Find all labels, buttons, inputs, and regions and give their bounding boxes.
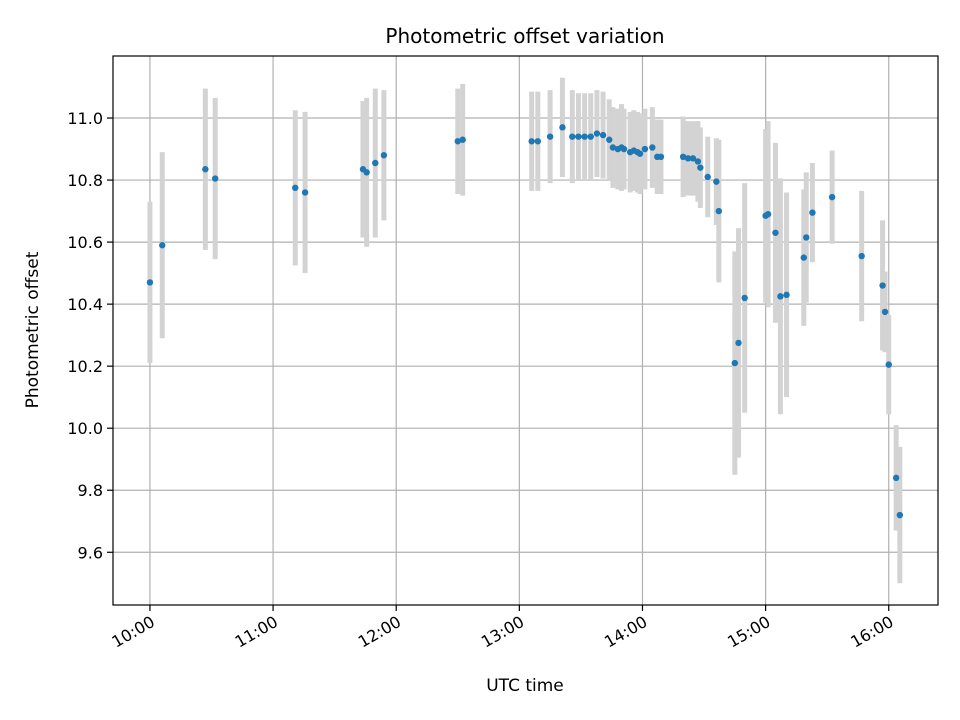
data-point <box>380 152 388 159</box>
data-point <box>146 279 154 286</box>
data-point <box>881 308 889 316</box>
y-tick-label: 9.8 <box>78 481 103 500</box>
chart-title: Photometric offset variation <box>385 24 664 48</box>
data-point <box>528 138 535 145</box>
data-point <box>828 193 836 201</box>
data-point <box>587 133 594 140</box>
data-point <box>684 155 692 162</box>
y-axis-title: Photometric offset <box>23 251 43 408</box>
data-point <box>892 474 900 482</box>
data-point <box>764 210 772 218</box>
y-tick-label: 10.2 <box>67 357 103 376</box>
y-axis-ticks: 9.6 9.8 10.0 10.2 10.4 10.6 10.8 11.0 <box>67 109 113 562</box>
data-point <box>292 184 299 192</box>
data-point <box>731 359 739 367</box>
data-point <box>159 242 166 249</box>
data-point <box>885 361 892 368</box>
y-tick-label: 11.0 <box>67 109 103 128</box>
x-axis-title: UTC time <box>486 676 564 696</box>
data-points <box>146 124 904 519</box>
data-point <box>735 339 742 347</box>
data-point <box>363 169 370 176</box>
plot-frame <box>112 55 939 606</box>
y-tick-label: 10.6 <box>67 233 103 252</box>
data-point <box>694 158 702 165</box>
data-point <box>783 291 790 299</box>
data-point <box>657 153 665 161</box>
y-tick-label: 9.6 <box>78 543 103 562</box>
data-point <box>803 234 810 241</box>
data-point <box>636 150 644 157</box>
y-tick-label: 10.0 <box>67 419 103 438</box>
data-point <box>809 209 816 216</box>
data-point <box>606 136 613 143</box>
data-point <box>713 178 720 185</box>
data-point <box>599 131 607 139</box>
y-tick-label: 10.4 <box>67 295 103 314</box>
data-point <box>454 138 461 145</box>
grid-lines <box>113 56 938 605</box>
data-point <box>593 130 601 137</box>
data-point <box>212 175 219 182</box>
data-point <box>741 294 748 302</box>
data-point <box>879 282 886 289</box>
data-point <box>697 164 704 171</box>
data-point <box>372 159 379 167</box>
data-point <box>581 133 588 140</box>
data-point <box>649 144 656 151</box>
data-point <box>575 133 582 140</box>
data-point <box>704 173 711 181</box>
data-point <box>858 252 865 260</box>
data-point <box>459 136 466 143</box>
data-point <box>641 145 649 153</box>
data-point <box>546 133 554 140</box>
data-point <box>569 133 576 140</box>
data-point <box>202 166 209 173</box>
data-point <box>896 511 904 519</box>
data-point <box>715 207 723 215</box>
data-point <box>620 145 628 153</box>
data-point <box>301 189 309 196</box>
plot-area <box>113 56 938 605</box>
data-point <box>559 124 566 131</box>
y-tick-label: 10.8 <box>67 171 103 190</box>
data-point <box>772 229 779 236</box>
data-point <box>689 155 697 162</box>
data-point <box>679 153 687 161</box>
data-point <box>609 144 617 151</box>
data-point <box>777 293 784 300</box>
data-point <box>534 138 542 145</box>
data-point <box>800 254 807 261</box>
